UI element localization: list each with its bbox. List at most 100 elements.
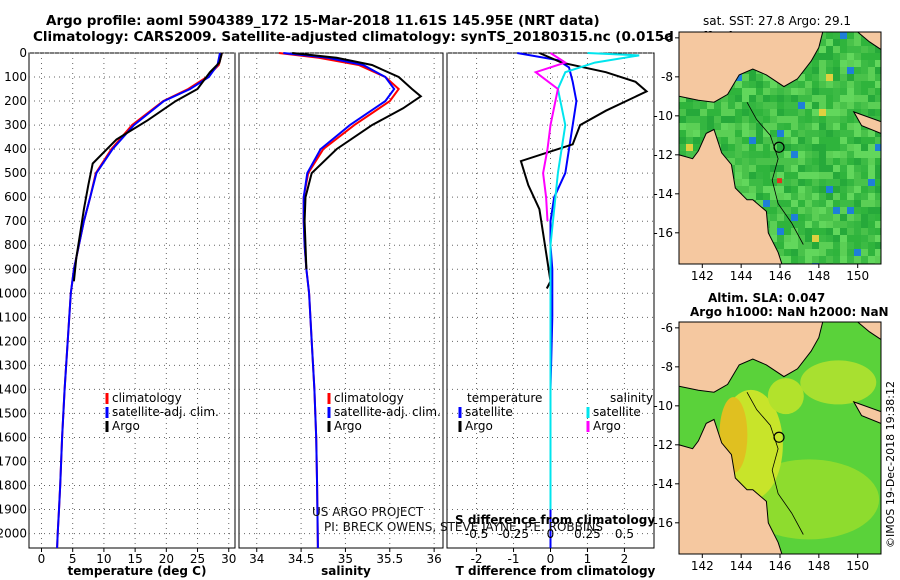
- map-y-tick-label: -8: [661, 360, 673, 374]
- legend-label: satellite-adj. clim.: [112, 405, 219, 419]
- series-temperature-1: [56, 52, 221, 549]
- x2-tick-label: 0.5: [615, 527, 634, 541]
- land-islands: [852, 110, 881, 134]
- y-tick-label: 1900: [0, 503, 27, 517]
- map-y-tick-label: -10: [653, 109, 673, 123]
- map-y-tick-label: -6: [661, 321, 673, 335]
- y-tick-label: 300: [4, 118, 27, 132]
- map-y-tick-label: -10: [653, 399, 673, 413]
- x-tick-label: -2: [471, 552, 483, 566]
- x-tick-label: 15: [127, 552, 142, 566]
- map-y-tick-label: -16: [653, 516, 673, 530]
- legend-label: Argo: [593, 419, 621, 433]
- map-x-tick-label: 148: [807, 559, 830, 573]
- x2-tick-label: -0.25: [498, 527, 529, 541]
- legend-label: satellite: [465, 405, 513, 419]
- credit-line1: US ARGO PROJECT: [312, 505, 424, 519]
- land-islands: [852, 400, 881, 424]
- sst-hot-pixel: [777, 178, 783, 184]
- map-y-tick-label: -14: [653, 187, 673, 201]
- y-tick-label: 1000: [0, 286, 27, 300]
- y-tick-label: 1200: [0, 334, 27, 348]
- land-australia: [679, 418, 783, 554]
- x-tick-label: 10: [96, 552, 111, 566]
- series-salinity-1: [283, 52, 396, 549]
- map-x-tick-label: 142: [691, 269, 714, 283]
- y-tick-label: 1400: [0, 382, 27, 396]
- map-y-tick-label: -12: [653, 438, 673, 452]
- y-tick-label: 1100: [0, 310, 27, 324]
- map-x-tick-label: 144: [730, 559, 753, 573]
- x-tick-label: -1: [508, 552, 520, 566]
- series-salinity-2: [292, 52, 423, 270]
- y-tick-label: 200: [4, 94, 27, 108]
- x-axis-label: temperature (deg C): [68, 564, 207, 578]
- y-tick-label: 2000: [0, 527, 27, 541]
- title-line2: Climatology: CARS2009. Satellite-adjuste…: [33, 29, 735, 45]
- legend-label: Argo: [465, 419, 493, 433]
- series-temperature-2: [72, 52, 223, 282]
- bathymetry-contour: [746, 102, 804, 245]
- x-tick-label: 1: [584, 552, 592, 566]
- y-tick-label: 500: [4, 166, 27, 180]
- series-difference-2: [549, 52, 640, 510]
- x2-tick-label: 0.25: [574, 527, 601, 541]
- y-tick-label: 1800: [0, 479, 27, 493]
- legend-label: climatology: [112, 391, 182, 405]
- map-x-tick-label: 150: [846, 269, 869, 283]
- y-tick-label: 1500: [0, 406, 27, 420]
- land-papua-new-guinea: [679, 322, 824, 393]
- map1-title: sat. SST: 27.8 Argo: 29.1: [703, 14, 851, 28]
- map-y-tick-label: -14: [653, 477, 673, 491]
- series-difference-3: [533, 52, 568, 222]
- y-tick-label: 100: [4, 70, 27, 84]
- legend-header-temperature: temperature: [467, 391, 542, 405]
- watermark: ©IMOS 19-Dec-2018 19:38:12: [884, 381, 897, 548]
- bathymetry-contour: [746, 392, 804, 535]
- land-australia: [679, 128, 783, 264]
- x2-tick-label: -0.5: [465, 527, 488, 541]
- x-tick-label: 0: [38, 552, 46, 566]
- y-tick-label: 1300: [0, 358, 27, 372]
- map-x-tick-label: 142: [691, 559, 714, 573]
- map2-title: Altim. SLA: 0.047: [708, 291, 825, 305]
- map-y-tick-label: -16: [653, 226, 673, 240]
- map-sst-map: [675, 31, 882, 268]
- map-x-tick-label: 144: [730, 269, 753, 283]
- x-tick-label: 35: [338, 552, 353, 566]
- title-line1: Argo profile: aoml 5904389_172 15-Mar-20…: [46, 13, 600, 29]
- x-tick-label: 36: [426, 552, 441, 566]
- credit-line2: PI: BRECK OWENS, STEVE JAYNE, P.E. ROBBI…: [324, 520, 603, 534]
- land-new-britain: [856, 322, 881, 341]
- x2-axis-label: S difference from climatology: [455, 513, 655, 527]
- argo-position-marker: [773, 141, 785, 153]
- y-tick-label: 1600: [0, 430, 27, 444]
- map-x-tick-label: 146: [769, 559, 792, 573]
- y-tick-label: 0: [19, 46, 27, 60]
- legend-label: satellite-adj. clim.: [334, 405, 441, 419]
- y-tick-label: 800: [4, 238, 27, 252]
- series-difference-1: [519, 52, 649, 289]
- legend-label: Argo: [112, 419, 140, 433]
- legend-header-salinity: salinity: [610, 391, 653, 405]
- land-papua-new-guinea: [679, 32, 824, 103]
- x-tick-label: 2: [621, 552, 629, 566]
- x-tick-label: 30: [221, 552, 236, 566]
- legend-label: Argo: [334, 419, 362, 433]
- argo-position-marker: [773, 431, 785, 443]
- map-x-tick-label: 150: [846, 559, 869, 573]
- x-axis-label: T difference from climatology: [456, 564, 656, 578]
- x-tick-label: 35.5: [376, 552, 403, 566]
- x-tick-label: 25: [190, 552, 205, 566]
- y-tick-label: 400: [4, 142, 27, 156]
- plot-frame-temperature: [28, 52, 236, 549]
- y-tick-label: 1700: [0, 454, 27, 468]
- x-tick-label: 20: [159, 552, 174, 566]
- x-tick-label: 0: [547, 552, 555, 566]
- map2-subtitle: Argo h1000: NaN h2000: NaN: [690, 305, 889, 319]
- map-x-tick-label: 148: [807, 269, 830, 283]
- map-sla-map: [675, 321, 882, 558]
- plot-frame-salinity: [238, 52, 444, 549]
- x-axis-label: salinity: [321, 564, 371, 578]
